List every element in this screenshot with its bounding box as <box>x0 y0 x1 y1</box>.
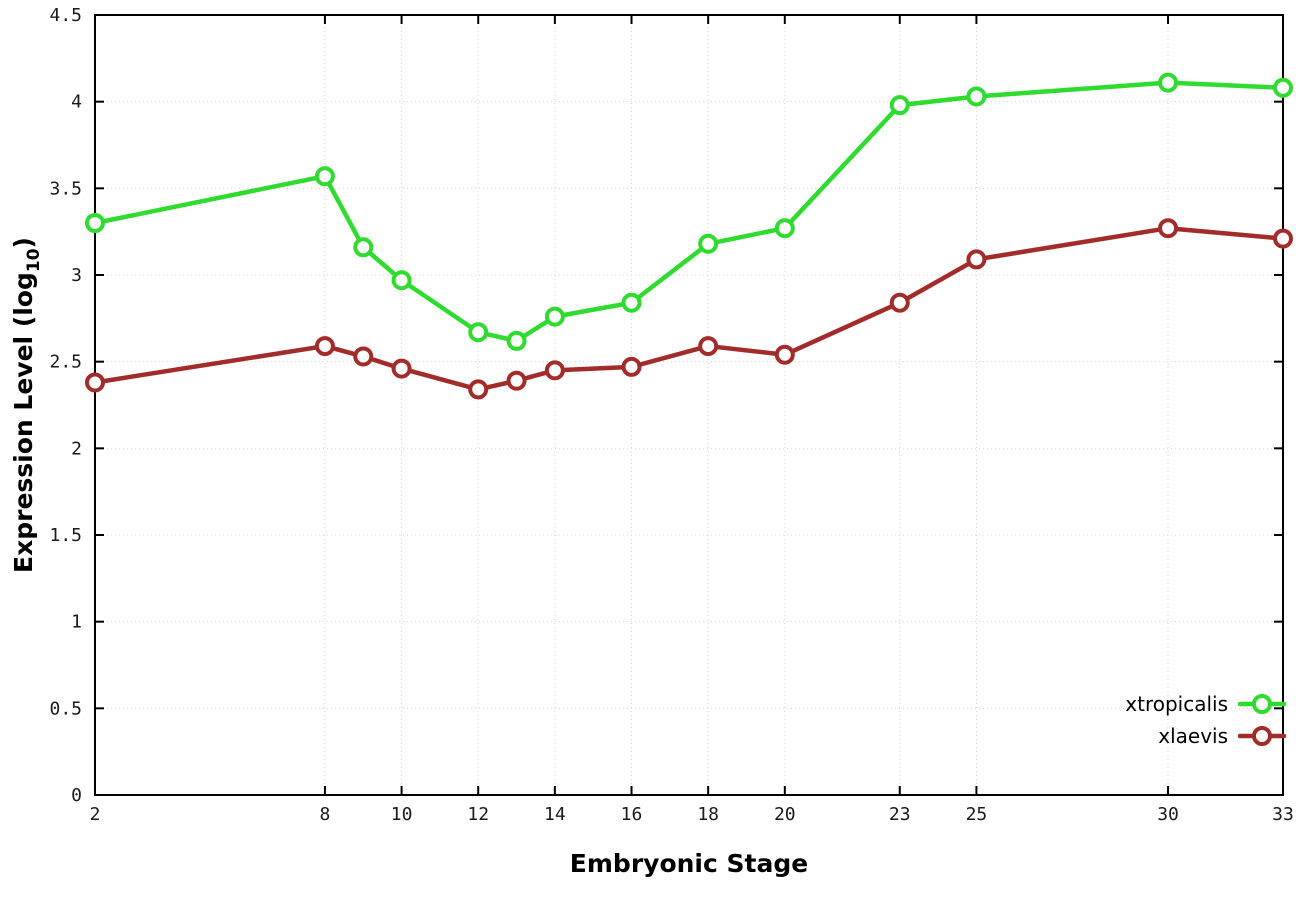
data-point-marker <box>1273 228 1293 249</box>
x-tick-label: 23 <box>889 804 911 825</box>
data-point-marker <box>468 379 489 400</box>
y-tick-label: 1.5 <box>49 525 82 546</box>
data-point-marker <box>1158 218 1179 239</box>
series-xtropicalis <box>85 72 1293 351</box>
y-axis-title-suffix: ) <box>9 237 38 248</box>
y-tick-label: 1 <box>71 612 82 633</box>
plot-area: 2 8 10 12 14 16 18 20 23 25 30 33 0 0.5 1 1.5 2 2.5 3 3.5 4 4… <box>49 5 1293 825</box>
y-tick-label: 0.5 <box>49 698 82 719</box>
series-xlaevis <box>85 218 1293 400</box>
series-line <box>92 80 1286 344</box>
y-tick-label: 4.5 <box>49 5 82 26</box>
legend-label: xtropicalis <box>1125 692 1228 716</box>
legend: xtropicalis xlaevis <box>1125 692 1287 748</box>
data-point-marker <box>966 249 987 270</box>
x-tick-label: 10 <box>391 804 413 825</box>
y-tick-label: 2 <box>71 438 82 459</box>
data-point-marker <box>1158 72 1179 93</box>
data-point-marker <box>314 166 335 187</box>
data-point-marker <box>774 344 795 365</box>
data-point-marker <box>85 372 105 393</box>
x-tick-label: 8 <box>320 804 331 825</box>
y-tick-label: 2.5 <box>49 352 82 373</box>
axis-ticks: 2 8 10 12 14 16 18 20 23 25 30 33 0 0.5 1 1.5 2 2.5 3 3.5 4 4… <box>49 5 1293 825</box>
data-point-marker <box>698 336 719 357</box>
x-tick-label: 30 <box>1157 804 1179 825</box>
data-point-marker <box>468 322 489 343</box>
y-tick-label: 3.5 <box>49 178 82 199</box>
x-tick-label: 2 <box>90 804 101 825</box>
data-point-marker <box>621 356 642 377</box>
x-tick-label: 20 <box>774 804 796 825</box>
data-point-marker <box>353 346 374 367</box>
y-axis-title-subscript: 10 <box>24 248 44 272</box>
data-point-marker <box>353 237 374 258</box>
data-point-marker <box>85 213 105 233</box>
x-tick-label: 25 <box>966 804 988 825</box>
data-point-marker <box>889 292 910 313</box>
grid <box>94 14 1284 796</box>
y-tick-label: 3 <box>71 265 82 286</box>
data-point-marker <box>506 330 527 351</box>
legend-sample-marker <box>1252 726 1272 746</box>
data-point-marker <box>544 306 565 327</box>
x-tick-label: 12 <box>467 804 489 825</box>
data-point-marker <box>1273 77 1293 98</box>
data-point-marker <box>314 336 335 357</box>
x-tick-label: 18 <box>697 804 719 825</box>
series-line <box>92 225 1286 392</box>
data-point-marker <box>621 292 642 313</box>
plot-border <box>94 14 1284 796</box>
y-axis-title-prefix: Expression Level (log <box>9 272 38 573</box>
data-point-marker <box>966 86 987 107</box>
data-point-marker <box>698 233 719 254</box>
data-point-marker <box>391 358 412 379</box>
y-tick-label: 4 <box>71 92 82 113</box>
x-tick-label: 16 <box>621 804 643 825</box>
x-tick-label: 33 <box>1272 804 1294 825</box>
x-tick-label: 14 <box>544 804 566 825</box>
x-axis-title: Embryonic Stage <box>570 849 808 878</box>
data-point-marker <box>391 270 412 291</box>
data-point-marker <box>889 95 910 116</box>
legend-sample-marker <box>1252 694 1272 714</box>
y-axis-title: Expression Level (log10) <box>9 237 44 573</box>
data-point-marker <box>774 218 795 239</box>
y-tick-label: 0 <box>71 785 82 806</box>
legend-label: xlaevis <box>1158 724 1228 748</box>
data-point-marker <box>506 370 527 391</box>
data-point-marker <box>544 360 565 381</box>
